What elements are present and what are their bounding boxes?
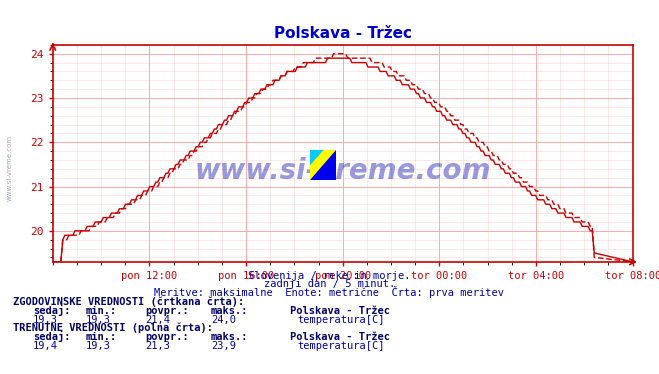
Polygon shape [310, 150, 336, 180]
Text: temperatura[C]: temperatura[C] [298, 315, 386, 325]
Text: sedaj:: sedaj: [33, 331, 71, 341]
Text: ZGODOVINSKE VREDNOSTI (črtkana črta):: ZGODOVINSKE VREDNOSTI (črtkana črta): [13, 296, 244, 307]
Text: temperatura[C]: temperatura[C] [298, 341, 386, 350]
Text: povpr.:: povpr.: [145, 332, 188, 341]
Text: min.:: min.: [86, 332, 117, 341]
Text: www.si-vreme.com: www.si-vreme.com [7, 135, 13, 201]
Text: povpr.:: povpr.: [145, 306, 188, 316]
Text: 23,9: 23,9 [211, 341, 236, 350]
Text: Polskava - Tržec: Polskava - Tržec [290, 306, 390, 316]
Text: maks.:: maks.: [211, 306, 248, 316]
Text: sedaj:: sedaj: [33, 305, 71, 316]
Polygon shape [310, 150, 336, 180]
Text: Meritve: maksimalne  Enote: metrične  Črta: prva meritev: Meritve: maksimalne Enote: metrične Črta… [154, 286, 505, 298]
Text: 21,4: 21,4 [145, 315, 170, 325]
Text: zadnji dan / 5 minut.: zadnji dan / 5 minut. [264, 279, 395, 289]
Text: 19,3: 19,3 [33, 315, 58, 325]
Text: 24,0: 24,0 [211, 315, 236, 325]
Text: TRENUTNE VREDNOSTI (polna črta):: TRENUTNE VREDNOSTI (polna črta): [13, 322, 213, 333]
Text: 21,3: 21,3 [145, 341, 170, 350]
Polygon shape [310, 150, 323, 165]
Text: min.:: min.: [86, 306, 117, 316]
Text: Polskava - Tržec: Polskava - Tržec [290, 332, 390, 341]
Text: 19,3: 19,3 [86, 341, 111, 350]
Text: 19,3: 19,3 [86, 315, 111, 325]
Text: www.si-vreme.com: www.si-vreme.com [194, 157, 491, 185]
Text: Slovenija / reke in morje.: Slovenija / reke in morje. [248, 271, 411, 280]
Title: Polskava - Tržec: Polskava - Tržec [273, 26, 412, 41]
Text: maks.:: maks.: [211, 332, 248, 341]
Text: 19,4: 19,4 [33, 341, 58, 350]
